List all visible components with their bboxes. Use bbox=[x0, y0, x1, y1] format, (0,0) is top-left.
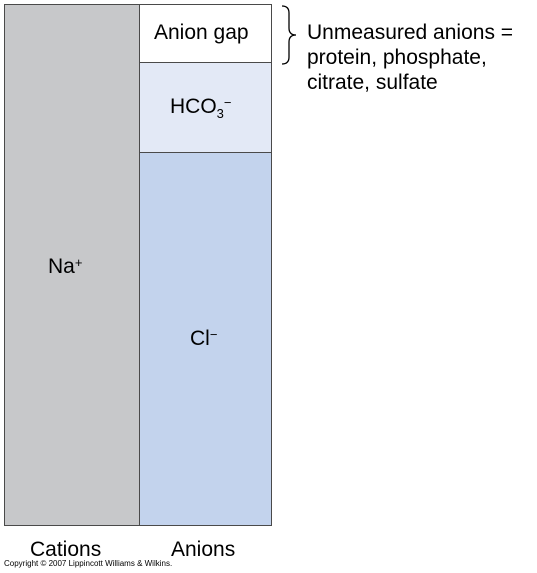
sodium-label: Na+ bbox=[48, 255, 83, 278]
chloride-label: Cl− bbox=[190, 327, 218, 350]
anions-column-label: Anions bbox=[171, 538, 236, 561]
note-line: Unmeasured anions = bbox=[307, 21, 514, 44]
unmeasured-anions-note: Unmeasured anions = protein, phosphate, … bbox=[307, 20, 513, 95]
note-line: protein, phosphate, bbox=[307, 46, 487, 69]
cations-column bbox=[4, 4, 141, 526]
anion-gap-segment bbox=[139, 4, 272, 63]
curly-brace-icon bbox=[281, 5, 297, 65]
cations-column-label: Cations bbox=[30, 538, 102, 561]
bicarbonate-label: HCO3− bbox=[170, 95, 232, 121]
note-line: citrate, sulfate bbox=[307, 71, 438, 94]
chloride-segment bbox=[139, 152, 272, 526]
copyright-notice: Copyright © 2007 Lippincott Williams & W… bbox=[4, 559, 173, 568]
anion-gap-label: Anion gap bbox=[154, 21, 249, 44]
